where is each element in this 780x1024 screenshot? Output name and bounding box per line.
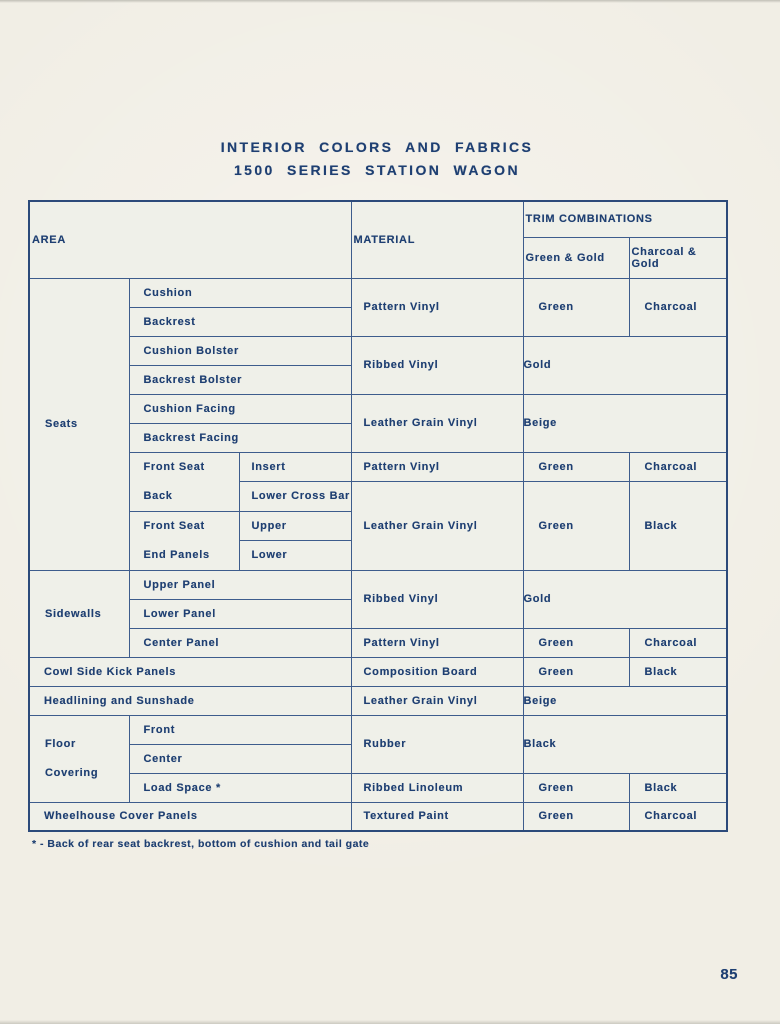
table-row: Wheelhouse Cover Panels Textured Paint G… (28, 801, 728, 832)
table-row: Front Seat Back Insert Pattern Vinyl Gre… (29, 451, 728, 512)
component-cell: Insert (238, 451, 352, 482)
area-cell: Cushion Facing (128, 393, 352, 424)
subgroup-label-line: End Panels (143, 549, 210, 561)
material-cell: Composition Board (350, 656, 524, 687)
trim-charcoal-gold-cell: Charcoal (628, 451, 728, 482)
material-cell: Leather Grain Vinyl (350, 393, 524, 453)
area-cell: Wheelhouse Cover Panels (28, 801, 352, 832)
area-cell: Cushion (128, 277, 352, 308)
trim-green-gold-cell: Green (522, 656, 630, 687)
table-row: Cushion Facing Leather Grain Vinyl Beige (29, 393, 728, 453)
material-cell: Pattern Vinyl (350, 627, 524, 658)
area-cell: Backrest Bolster (128, 364, 352, 395)
trim-both-cell: Gold (522, 335, 728, 395)
group-label: Sidewalls (45, 607, 102, 620)
area-cell: Upper Panel (128, 569, 352, 600)
material-cell: Ribbed Vinyl (350, 335, 524, 395)
table-row: Backrest (29, 306, 727, 337)
table-row: Lower Panel (29, 598, 727, 629)
trim-both-cell: Beige (522, 685, 728, 716)
area-cell: Headlining and Sunshade (28, 685, 352, 716)
trim-green-gold-cell: Green (522, 277, 630, 337)
table-row: Seats Cushion Pattern Vinyl Green Charco… (28, 277, 728, 571)
area-cell: Center (128, 743, 352, 774)
table-header-row: AREA MATERIAL TRIM COMBINATIONS (28, 200, 728, 279)
area-cell: Lower Panel (128, 598, 352, 629)
trim-charcoal-gold-cell: Charcoal (628, 627, 728, 658)
table-row: Cowl Side Kick Panels Composition Board … (28, 656, 728, 687)
area-group-cell-floor-covering: Floor Covering (28, 714, 130, 803)
table-row: Cushion Bolster Ribbed Vinyl Gold (29, 335, 728, 395)
area-group-cell-sidewalls: Sidewalls (28, 569, 130, 658)
area-cell: Cowl Side Kick Panels (28, 656, 352, 687)
column-header-trim-combinations: TRIM COMBINATIONS (522, 200, 728, 238)
page-title: INTERIOR COLORS AND FABRICS 1500 SERIES … (28, 136, 726, 182)
area-cell: Load Space * (128, 772, 352, 803)
table-subheader-row: Green & Gold Charcoal & Gold (29, 236, 728, 279)
column-header-material: MATERIAL (350, 200, 524, 279)
trim-charcoal-gold-cell: Black (628, 480, 728, 571)
area-subgroup-cell-front-seat-end-panels: Front Seat End Panels (128, 510, 240, 571)
trim-charcoal-gold-cell: Black (628, 772, 728, 803)
material-cell: Leather Grain Vinyl (350, 480, 524, 571)
material-cell: Pattern Vinyl (350, 451, 524, 482)
group-label: Seats (45, 418, 78, 430)
table-row: Center Panel Pattern Vinyl Green Charcoa… (29, 627, 728, 658)
trim-charcoal-gold-cell: Charcoal (628, 277, 728, 337)
table-row: Lower Cross Bar Leather Grain Vinyl Gree… (29, 480, 728, 571)
area-cell: Backrest Facing (128, 422, 352, 453)
trim-charcoal-gold-cell: Charcoal (628, 801, 728, 832)
group-label-line: Covering (45, 767, 99, 779)
material-cell: Pattern Vinyl (350, 277, 524, 337)
trim-green-gold-cell: Green (522, 627, 630, 658)
page-edge-shadow-bottom (0, 1020, 780, 1024)
trim-green-gold-cell: Green (522, 772, 630, 803)
trim-green-gold-cell: Green (522, 451, 630, 482)
component-cell: Lower Cross Bar (238, 480, 352, 512)
trim-charcoal-gold-cell: Black (628, 656, 728, 687)
trim-both-cell: Black (522, 714, 728, 774)
table-row: Front Seat End Panels Upper (29, 510, 727, 571)
area-group-cell-seats: Seats (28, 277, 130, 571)
area-cell: Front (128, 714, 352, 745)
material-cell: Ribbed Vinyl (350, 569, 524, 629)
trim-green-gold-cell: Green (522, 480, 630, 571)
table-row: Floor Covering Front Rubber Black (28, 714, 728, 803)
page-edge-shadow-top (0, 0, 780, 3)
trim-green-gold-cell: Green (522, 801, 630, 832)
component-cell: Upper (238, 510, 352, 541)
page-title-line1: INTERIOR COLORS AND FABRICS (220, 139, 534, 155)
trim-both-cell: Beige (522, 393, 728, 453)
group-label-line: Floor (45, 738, 76, 750)
trim-both-cell: Gold (522, 569, 728, 629)
footnote: * - Back of rear seat backrest, bottom o… (32, 838, 370, 850)
subgroup-label-line: Front Seat (143, 461, 205, 473)
page-number: 85 (720, 966, 738, 983)
column-header-charcoal-gold: Charcoal & Gold (628, 236, 728, 279)
table-row: Load Space * Ribbed Linoleum Green Black (29, 772, 728, 803)
material-cell: Ribbed Linoleum (350, 772, 524, 803)
column-header-area: AREA (28, 200, 352, 279)
table-row: Backrest Bolster (29, 364, 727, 395)
material-cell: Textured Paint (350, 801, 524, 832)
subgroup-label-line: Back (143, 490, 173, 502)
area-subgroup-cell-front-seat-back: Front Seat Back (128, 451, 240, 512)
subgroup-label-line: Front Seat (143, 520, 205, 532)
column-header-green-gold: Green & Gold (522, 236, 630, 279)
area-cell: Backrest (128, 306, 352, 337)
area-cell: Center Panel (128, 627, 352, 658)
table-row: Headlining and Sunshade Leather Grain Vi… (28, 685, 728, 716)
table-row: Sidewalls Upper Panel Ribbed Vinyl Gold (28, 569, 728, 658)
material-cell: Leather Grain Vinyl (350, 685, 524, 716)
component-cell: Lower (238, 540, 352, 571)
material-cell: Rubber (350, 714, 524, 774)
area-cell: Cushion Bolster (128, 335, 352, 366)
page-title-line2: 1500 SERIES STATION WAGON (234, 162, 520, 178)
interior-colors-table: AREA MATERIAL TRIM COMBINATIONS Green & … (28, 200, 728, 832)
